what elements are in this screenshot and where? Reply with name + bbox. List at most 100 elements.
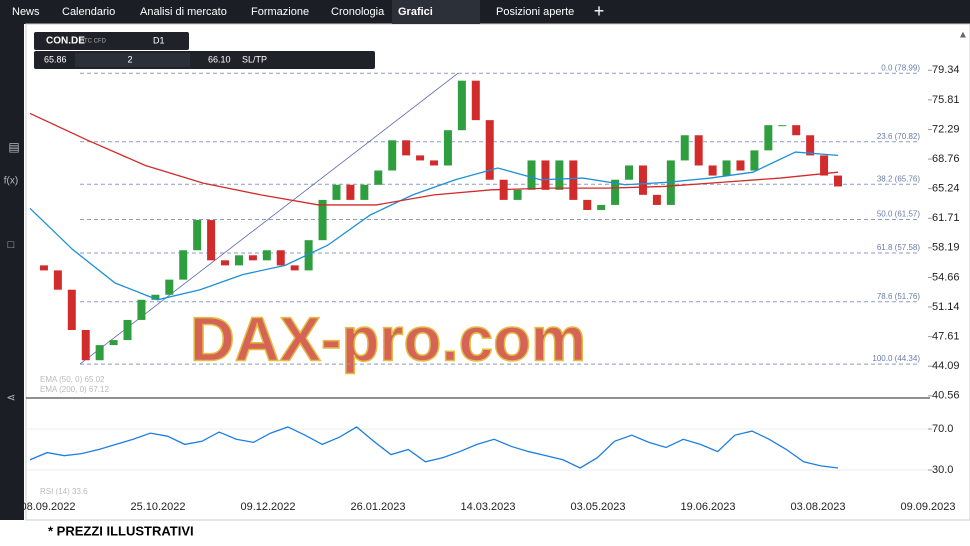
candle xyxy=(555,160,564,190)
x-tick-label: 25.10.2022 xyxy=(130,501,185,513)
candle xyxy=(165,279,174,295)
y-tick-label: 75.81 xyxy=(932,94,960,106)
series-line xyxy=(29,112,839,206)
fib-label: 50.0 (61.57) xyxy=(877,210,920,219)
y-tick-label: 79.34 xyxy=(932,64,960,76)
candle xyxy=(471,80,480,121)
candle xyxy=(722,160,731,176)
instrument: STC CFD xyxy=(80,39,107,45)
y-tick-label: 65.24 xyxy=(932,183,960,195)
candle xyxy=(388,140,397,171)
candle xyxy=(109,340,118,346)
watermark: DAX-pro.com xyxy=(190,305,586,374)
candle xyxy=(207,220,216,261)
candle xyxy=(318,199,327,241)
candle xyxy=(346,184,355,200)
candle xyxy=(430,160,438,166)
candle xyxy=(694,135,703,166)
tab[interactable]: News xyxy=(12,6,40,18)
y-tick-label: 44.09 xyxy=(932,360,960,372)
candle xyxy=(193,220,202,251)
candle xyxy=(262,250,271,261)
y-tick-label: 47.61 xyxy=(932,331,960,343)
candle xyxy=(53,270,62,290)
y-tick-label: 40.56 xyxy=(932,390,960,402)
candle xyxy=(666,160,675,205)
add-tab[interactable]: + xyxy=(594,1,605,21)
candle xyxy=(652,194,661,205)
candle xyxy=(151,294,160,300)
symbol: CON.DE xyxy=(46,36,85,47)
candle xyxy=(764,125,773,151)
x-tick-label: 14.03.2023 xyxy=(460,501,515,513)
left-toolbar xyxy=(0,24,24,520)
chart-area xyxy=(25,23,970,521)
tool-icon[interactable]: ▤ xyxy=(8,140,19,154)
quantity-field[interactable] xyxy=(75,53,190,67)
fib-label: 78.6 (51.76) xyxy=(877,292,920,301)
fib-label: 23.6 (70.82) xyxy=(877,132,920,141)
candle xyxy=(137,299,146,320)
candle xyxy=(792,125,801,136)
series-line xyxy=(29,151,839,301)
candle xyxy=(402,140,411,156)
candle xyxy=(778,125,787,127)
candle xyxy=(374,170,383,185)
candle xyxy=(708,165,717,176)
x-tick-label: 03.05.2023 xyxy=(570,501,625,513)
tab[interactable]: Posizioni aperte xyxy=(496,6,574,18)
candle xyxy=(485,120,494,180)
x-tick-label: 03.08.2023 xyxy=(790,501,845,513)
candle xyxy=(123,319,132,341)
candle xyxy=(638,165,647,195)
sell-price[interactable]: 65.86 xyxy=(44,54,67,64)
x-tick-label: 08.09.2022 xyxy=(20,501,75,513)
fib-label: 38.2 (65.76) xyxy=(877,174,920,183)
fib-label: 100.0 (44.34) xyxy=(872,354,920,363)
candle xyxy=(304,240,313,271)
candle xyxy=(680,135,689,161)
quantity[interactable]: 2 xyxy=(127,54,132,64)
sltp[interactable]: SL/TP xyxy=(242,54,267,64)
candle xyxy=(611,179,620,205)
tab[interactable]: Cronologia xyxy=(331,6,385,18)
candle xyxy=(416,155,425,161)
x-tick-label: 19.06.2023 xyxy=(680,501,735,513)
footer-note: * PREZZI ILLUSTRATIVI xyxy=(48,523,194,538)
candle xyxy=(221,260,230,266)
candle xyxy=(541,160,550,190)
tool-icon[interactable]: f(x) xyxy=(4,176,18,187)
candle xyxy=(39,265,48,271)
tool-icon[interactable]: ⋖ xyxy=(6,392,15,404)
candle xyxy=(736,160,745,171)
tab[interactable]: Formazione xyxy=(251,6,309,18)
tool-icon[interactable]: □ xyxy=(8,239,15,251)
tab-bar xyxy=(0,0,970,24)
candle xyxy=(179,250,188,280)
tab[interactable]: Analisi di mercato xyxy=(140,6,227,18)
tab[interactable]: Calendario xyxy=(62,6,115,18)
y-tick-label: 61.71 xyxy=(932,212,960,224)
series-line xyxy=(29,426,839,469)
candle xyxy=(820,155,829,176)
candle xyxy=(625,165,634,180)
candle xyxy=(569,160,578,200)
active-tab xyxy=(392,0,480,24)
timeframe[interactable]: D1 xyxy=(153,35,165,45)
candle xyxy=(248,255,257,261)
candle xyxy=(332,184,341,200)
legend-entry: RSI (14) 33.6 xyxy=(40,487,88,496)
scroll-arrow[interactable]: ▲ xyxy=(958,30,968,41)
symbol-box[interactable] xyxy=(34,32,189,50)
y-tick-label: 30.0 xyxy=(932,464,953,476)
tab[interactable]: Grafici xyxy=(398,6,433,18)
candle xyxy=(834,175,842,187)
buy-price[interactable]: 66.10 xyxy=(208,54,231,64)
y-tick-label: 70.0 xyxy=(932,423,953,435)
candle xyxy=(583,199,592,210)
candle xyxy=(95,345,104,361)
candle xyxy=(806,135,815,156)
candle xyxy=(234,255,243,266)
legend-entry: EMA (200, 0) 67.12 xyxy=(40,385,109,394)
